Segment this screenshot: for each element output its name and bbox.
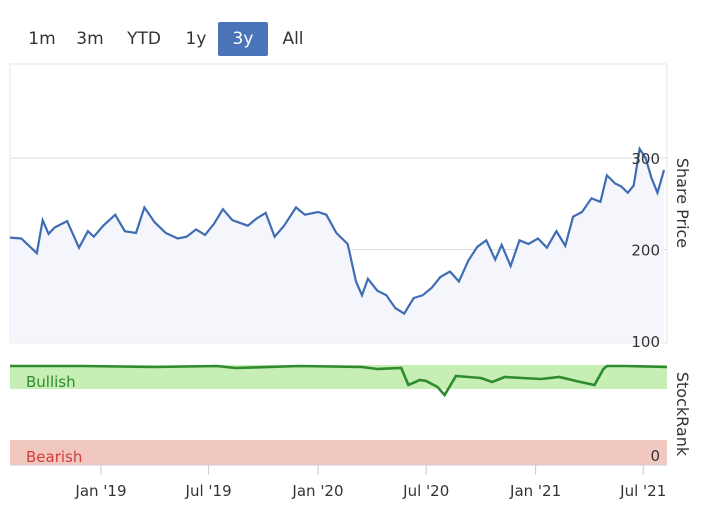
stockrank-line <box>10 364 668 398</box>
bullish-label: Bullish <box>26 373 76 391</box>
stockrank-tick-0: 0 <box>650 447 660 465</box>
range-button-1y[interactable]: 1y <box>185 29 207 49</box>
x-tick-label: Jul '20 <box>402 482 449 500</box>
share-price-area <box>10 148 664 343</box>
x-tick-label: Jul '19 <box>185 482 232 500</box>
share-price-line <box>9 145 666 316</box>
x-tick-label: Jan '20 <box>291 482 343 500</box>
range-button-1m[interactable]: 1m <box>28 29 56 49</box>
x-tick-label: Jan '21 <box>509 482 561 500</box>
range-selector: 1m 3m YTD 1y 3y All <box>18 22 318 56</box>
x-tick-label: Jul '21 <box>619 482 666 500</box>
bullish-band <box>10 365 667 389</box>
range-button-3y[interactable]: 3y <box>218 22 268 56</box>
bearish-label: Bearish <box>26 448 82 466</box>
bearish-band <box>10 440 667 465</box>
share-price-axis-title: Share Price <box>673 158 692 248</box>
price-tick-200: 200 <box>631 242 660 260</box>
x-tick-label: Jan '19 <box>74 482 126 500</box>
range-button-all[interactable]: All <box>282 29 304 49</box>
stockrank-axis-title: StockRank <box>673 372 692 457</box>
price-tick-300: 300 <box>631 150 660 168</box>
range-button-ytd[interactable]: YTD <box>127 29 161 49</box>
range-button-3m[interactable]: 3m <box>76 29 104 49</box>
price-tick-100: 100 <box>631 333 660 351</box>
